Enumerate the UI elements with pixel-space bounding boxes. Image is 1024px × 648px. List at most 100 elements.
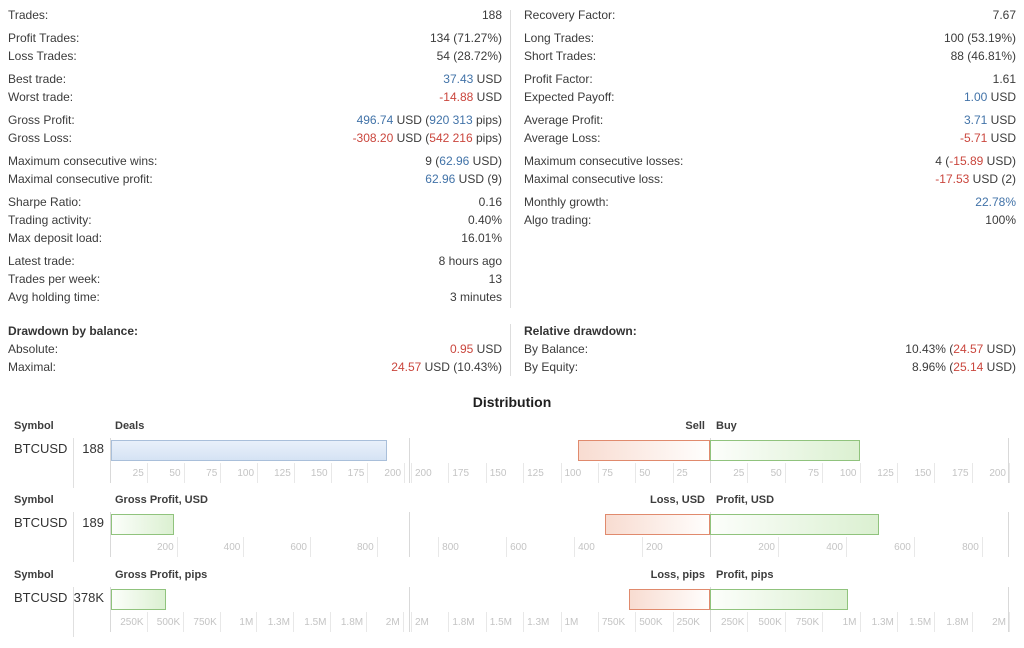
axis-line	[409, 438, 410, 483]
stat-label: Gross Profit:	[8, 113, 75, 127]
tick-label: 1M	[842, 617, 857, 628]
tick-line	[147, 463, 148, 483]
drawdown-title: Relative drawdown:	[524, 324, 637, 338]
tick-label: 600	[894, 542, 911, 553]
stat-row: Best trade: 37.43 USD	[8, 70, 502, 88]
loss-pips-bar	[628, 589, 710, 610]
tick-line	[642, 537, 643, 557]
stat-label: Profit Trades:	[8, 31, 80, 45]
tick-line	[897, 463, 898, 483]
stat-row: Maximal consecutive loss: -17.53 USD (2)	[524, 170, 1016, 188]
stat-value-segment: 54 (28.72%)	[436, 49, 502, 63]
gross-profit-usd-bar	[111, 514, 174, 535]
drawdown-by-balance-block: Drawdown by balance: Absolute: 0.95 USD Max…	[8, 322, 502, 376]
stat-value-segment: 24.57	[391, 360, 422, 374]
stat-row: Algo trading: 100%	[524, 211, 1016, 229]
tick-label: 200	[758, 542, 775, 553]
tick-label: 100	[839, 468, 857, 479]
tick-label: 250K	[120, 617, 144, 628]
tick-label: 400	[223, 542, 241, 553]
stat-value-segment: 8.96% (	[911, 360, 954, 374]
negative-chart-header: Loss, USD	[649, 494, 705, 506]
stat-label: Avg holding time:	[8, 290, 100, 304]
stat-value-segment: 88 (46.81%)	[950, 49, 1016, 63]
stat-row: Maximum consecutive losses: 4 (-15.89 USD…	[524, 152, 1016, 170]
negative-chart-header: Loss, pips	[650, 569, 705, 581]
stat-value-segment: USD)	[983, 360, 1016, 374]
stat-label: Short Trades:	[524, 49, 597, 63]
stat-value: -14.88 USD	[439, 88, 502, 106]
stat-group: Gross Profit: 496.74 USD (920 313 pips) Gr…	[8, 111, 502, 147]
stat-value: 22.78%	[975, 193, 1016, 211]
symbol-value: 378K	[73, 590, 104, 605]
stat-row: Long Trades: 100 (53.19%)	[524, 29, 1016, 47]
stat-row: Worst trade: -14.88 USD	[8, 88, 502, 106]
stat-value: 4 (-15.89 USD)	[935, 152, 1016, 170]
tick-label: 500K	[156, 617, 181, 628]
tick-label: 1.3M	[527, 617, 550, 628]
tick-line	[822, 612, 823, 632]
tick-label: 750K	[601, 617, 626, 628]
stat-group: Average Profit: 3.71 USD Average Loss: -5.7…	[524, 111, 1016, 147]
stat-label: Maximal consecutive loss:	[524, 172, 664, 186]
deals-bar	[111, 440, 388, 461]
stat-value-segment: -17.53	[935, 172, 970, 186]
tick-line	[486, 463, 487, 483]
tick-line	[574, 537, 575, 557]
stat-value: 134 (71.27%)	[430, 29, 502, 47]
distribution-title: Distribution	[472, 394, 552, 410]
stat-value: 10.43% (24.57 USD)	[905, 340, 1016, 358]
tick-label: 100	[564, 468, 582, 479]
tick-label: 500K	[758, 617, 782, 628]
stat-label: Monthly growth:	[524, 195, 609, 209]
stat-value-segment: -15.89	[949, 154, 984, 168]
stat-value-segment: 3 minutes	[449, 290, 502, 304]
stat-value-segment: 62.96	[425, 172, 456, 186]
stat-value-segment: 16.01%	[461, 231, 502, 245]
left-chart: 200 400 600 800	[110, 512, 410, 562]
symbol-value: 189	[82, 515, 104, 530]
stat-value: 100 (53.19%)	[944, 29, 1016, 47]
stat-value-segment: 0.40%	[467, 213, 502, 227]
stat-value: 8 hours ago	[439, 252, 502, 270]
sell-bar	[578, 440, 710, 461]
tick-line	[673, 463, 674, 483]
stat-value-segment: USD)	[469, 154, 502, 168]
stat-label: Max deposit load:	[8, 231, 103, 245]
stat-value-segment: 37.43	[443, 72, 474, 86]
left-chart-header: Gross Profit, USD	[115, 494, 208, 506]
stat-group: Sharpe Ratio: 0.16 Trading activity: 0.40% M…	[8, 193, 502, 247]
stat-group: Latest trade: 8 hours ago Trades per week:…	[8, 252, 502, 306]
profit-pips-bar	[710, 589, 848, 610]
tick-label: 150	[310, 468, 328, 479]
stat-row: Recovery Factor: 7.67	[524, 6, 1016, 24]
stat-row: Average Profit: 3.71 USD	[524, 111, 1016, 129]
distribution-row: Symbol Deals Sell Buy BTCUSD 188 25 50 75 100 125 1…	[0, 420, 1024, 490]
stat-value-segment: 9 (	[425, 154, 440, 168]
tick-line	[404, 463, 405, 483]
tick-line	[411, 612, 412, 632]
tick-label: 800	[962, 542, 979, 553]
tick-line	[377, 537, 378, 557]
stat-group: Trades: 188	[8, 6, 502, 24]
axis-line	[1008, 438, 1009, 483]
stat-value: 16.01%	[461, 229, 502, 247]
stat-value-segment: 62.96	[439, 154, 470, 168]
tick-line	[147, 612, 148, 632]
left-chart-header: Deals	[115, 420, 145, 432]
tick-line	[860, 612, 861, 632]
stat-row: Latest trade: 8 hours ago	[8, 252, 502, 270]
stat-row: Avg holding time: 3 minutes	[8, 288, 502, 306]
stat-value-segment: 1.00	[963, 90, 988, 104]
stat-value-segment: pips)	[472, 113, 502, 127]
stat-row: Monthly growth: 22.78%	[524, 193, 1016, 211]
stat-label: Trades:	[8, 8, 49, 22]
tick-line	[448, 463, 449, 483]
tick-line	[366, 612, 367, 632]
stat-row: Expected Payoff: 1.00 USD	[524, 88, 1016, 106]
symbol-column-header: Symbol	[14, 494, 54, 506]
tick-line	[635, 463, 636, 483]
stat-label: Profit Factor:	[524, 72, 593, 86]
symbol-name: BTCUSD	[14, 515, 68, 530]
stat-row: Short Trades: 88 (46.81%)	[524, 47, 1016, 65]
